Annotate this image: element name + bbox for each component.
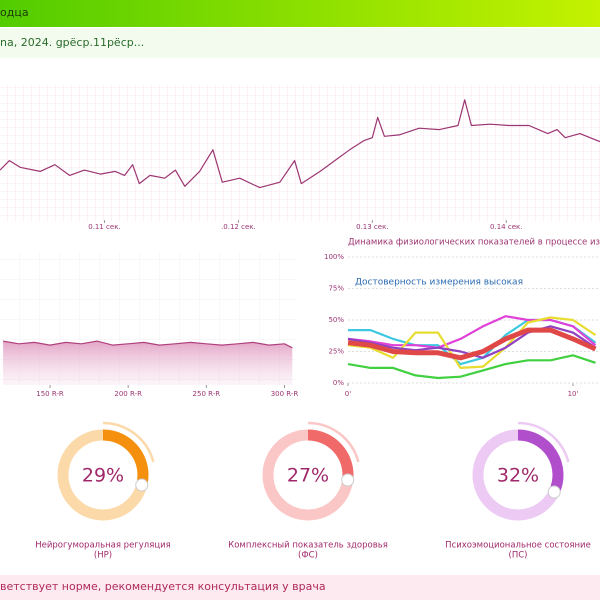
ecg-line — [0, 99, 600, 189]
subheader-bar — [0, 28, 600, 58]
footer-text: ветствует норме, рекомендуется консульта… — [0, 580, 326, 593]
x-tick-label: 0' — [345, 390, 351, 398]
gauge-outer-arc — [517, 421, 570, 463]
gauge-arc — [517, 429, 564, 495]
series-line — [347, 316, 597, 369]
area-fill — [3, 341, 293, 385]
y-tick-label: 100% — [324, 253, 344, 261]
gauge-arc — [102, 429, 149, 487]
x-tick-label: 150 R-R — [36, 390, 64, 398]
gauge-outer-arc — [307, 421, 360, 463]
chart-title: Динамика физиологических показателей в п… — [348, 238, 600, 248]
rr-line — [2, 340, 293, 349]
y-tick-label: 0% — [333, 379, 344, 387]
x-tick-label: 10' — [568, 390, 579, 398]
series-line — [347, 327, 597, 361]
gauge-knob — [547, 485, 561, 499]
footer-bar — [0, 575, 600, 600]
x-tick-label: 0.14 сек. — [490, 223, 522, 231]
gauge-value: 27% — [287, 465, 329, 487]
gauge-value: 29% — [82, 465, 124, 487]
y-tick-label: 25% — [328, 348, 344, 356]
y-tick-label: 75% — [328, 285, 344, 293]
x-tick-label: 0.11 сек. — [88, 223, 120, 231]
header-title: одца — [0, 6, 29, 19]
gauge-abbr: (НР) — [94, 551, 112, 561]
annotation: Достоверность измерения высокая — [355, 278, 523, 288]
ecg-grid — [0, 85, 600, 222]
gauge-arc — [307, 429, 354, 481]
gauge-label: Психоэмоциональное состояние — [445, 541, 591, 551]
y-tick-label: 50% — [328, 316, 344, 324]
header-bar — [0, 0, 600, 27]
x-tick-label: .0.12 сек. — [221, 223, 256, 231]
x-tick-label: 0.13 сек. — [356, 223, 388, 231]
gauge-value: 32% — [497, 465, 539, 487]
x-tick-label: 200 R-R — [114, 390, 142, 398]
series-line — [347, 354, 596, 380]
subheader-text: na, 2024. gрёср.11рёср... — [0, 36, 144, 49]
x-tick-label: 250 R-R — [193, 390, 221, 398]
series-line — [347, 315, 597, 349]
gauge-label: Нейрогуморальная регуляция — [35, 541, 171, 551]
gauge-knob — [135, 478, 149, 492]
gauge-abbr: (ФС) — [298, 551, 318, 561]
gauge-label: Комплексный показатель здоровья — [228, 541, 388, 551]
x-tick-label: 300 R-R — [271, 390, 299, 398]
gauge-abbr: (ПС) — [509, 551, 528, 561]
gauge-knob — [341, 473, 355, 487]
gauge-outer-arc — [102, 421, 155, 463]
